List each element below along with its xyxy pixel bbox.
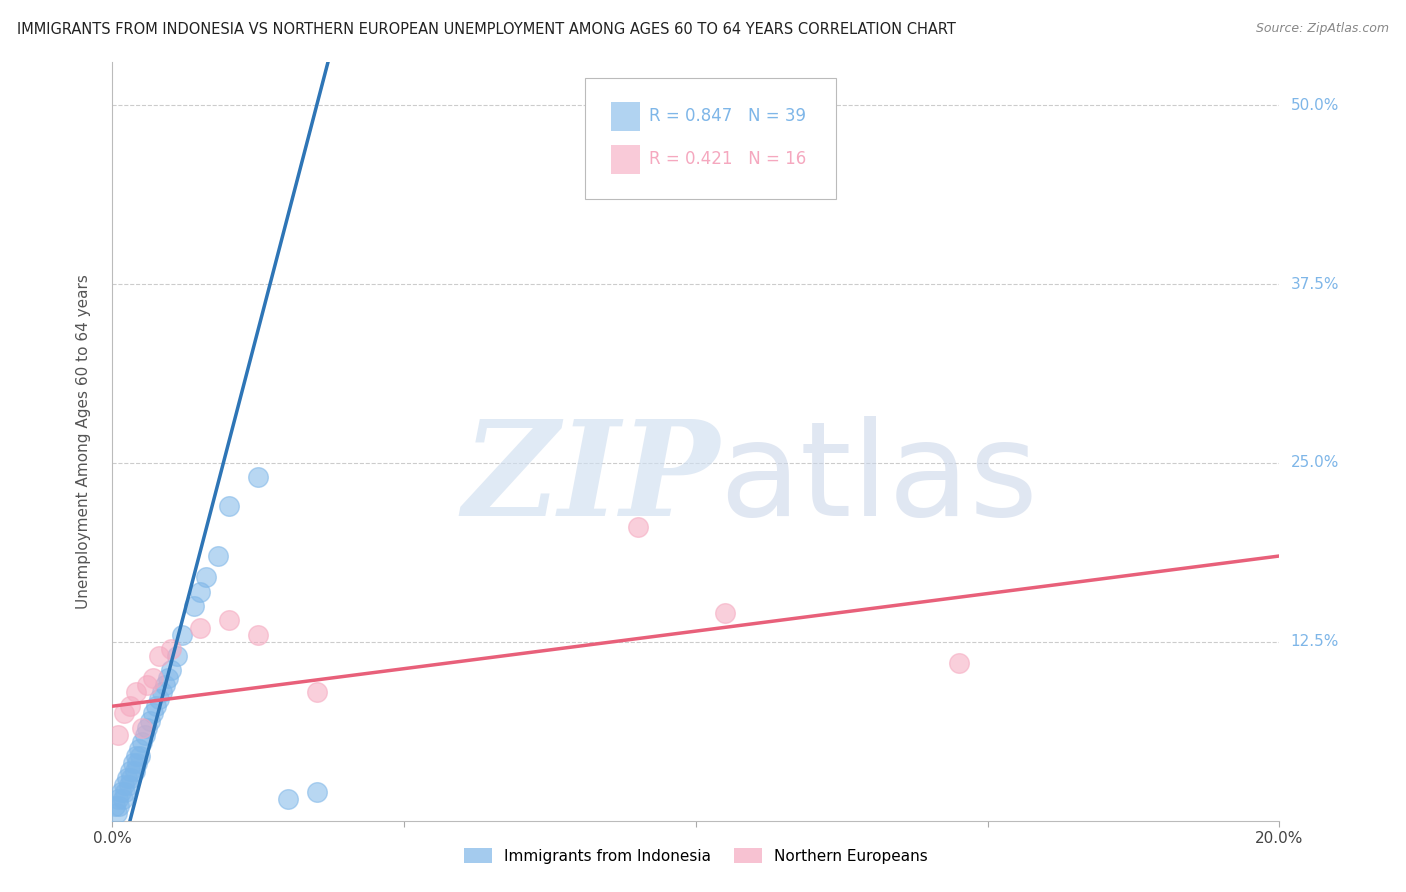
Point <box>124 764 146 778</box>
Point <box>112 706 135 721</box>
Point <box>108 799 131 814</box>
Point <box>136 678 159 692</box>
Text: atlas: atlas <box>720 416 1038 543</box>
Point <box>148 649 170 664</box>
Point <box>156 671 179 685</box>
Point <box>188 584 211 599</box>
Point <box>114 785 136 799</box>
Point <box>125 756 148 771</box>
Point <box>104 799 127 814</box>
Point <box>145 699 167 714</box>
Point <box>125 685 148 699</box>
Point <box>107 728 129 742</box>
FancyBboxPatch shape <box>585 78 837 199</box>
Point <box>115 771 138 785</box>
Point <box>122 756 145 771</box>
Point <box>160 664 183 678</box>
Point <box>111 792 134 806</box>
Text: 12.5%: 12.5% <box>1291 634 1339 649</box>
Text: ZIP: ZIP <box>463 415 720 544</box>
Point <box>247 628 270 642</box>
Point <box>118 778 141 792</box>
Point <box>150 685 173 699</box>
Point <box>277 792 299 806</box>
Point <box>305 785 328 799</box>
Text: 50.0%: 50.0% <box>1291 98 1339 113</box>
Point <box>948 657 970 671</box>
Point <box>120 771 142 785</box>
Point <box>107 792 129 806</box>
FancyBboxPatch shape <box>610 102 640 130</box>
Point <box>118 699 141 714</box>
Text: R = 0.847   N = 39: R = 0.847 N = 39 <box>650 106 806 125</box>
Point <box>142 671 165 685</box>
Text: R = 0.421   N = 16: R = 0.421 N = 16 <box>650 150 807 168</box>
Point <box>218 499 240 513</box>
Point <box>218 613 240 627</box>
Point <box>305 685 328 699</box>
Text: 37.5%: 37.5% <box>1291 277 1339 292</box>
Point <box>136 721 159 735</box>
Text: IMMIGRANTS FROM INDONESIA VS NORTHERN EUROPEAN UNEMPLOYMENT AMONG AGES 60 TO 64 : IMMIGRANTS FROM INDONESIA VS NORTHERN EU… <box>17 22 956 37</box>
Text: Source: ZipAtlas.com: Source: ZipAtlas.com <box>1256 22 1389 36</box>
Point <box>134 728 156 742</box>
Point <box>188 620 211 634</box>
Point <box>172 628 194 642</box>
Point <box>142 706 165 721</box>
Point <box>207 549 229 563</box>
Point <box>110 785 132 799</box>
Point <box>128 742 150 756</box>
Point <box>118 764 141 778</box>
Point <box>131 735 153 749</box>
Point <box>166 649 188 664</box>
Point <box>160 642 183 657</box>
Y-axis label: Unemployment Among Ages 60 to 64 years: Unemployment Among Ages 60 to 64 years <box>76 274 91 609</box>
Point <box>247 470 270 484</box>
Point <box>148 692 170 706</box>
Text: 25.0%: 25.0% <box>1291 456 1339 470</box>
FancyBboxPatch shape <box>610 145 640 174</box>
Point <box>153 678 176 692</box>
Point <box>129 749 152 764</box>
Point <box>183 599 205 613</box>
Point <box>125 749 148 764</box>
Point <box>194 570 217 584</box>
Point <box>714 606 737 620</box>
Point <box>139 714 162 728</box>
Point <box>627 520 650 534</box>
Point <box>105 806 128 821</box>
Legend: Immigrants from Indonesia, Northern Europeans: Immigrants from Indonesia, Northern Euro… <box>458 842 934 870</box>
Point <box>112 778 135 792</box>
Point <box>131 721 153 735</box>
